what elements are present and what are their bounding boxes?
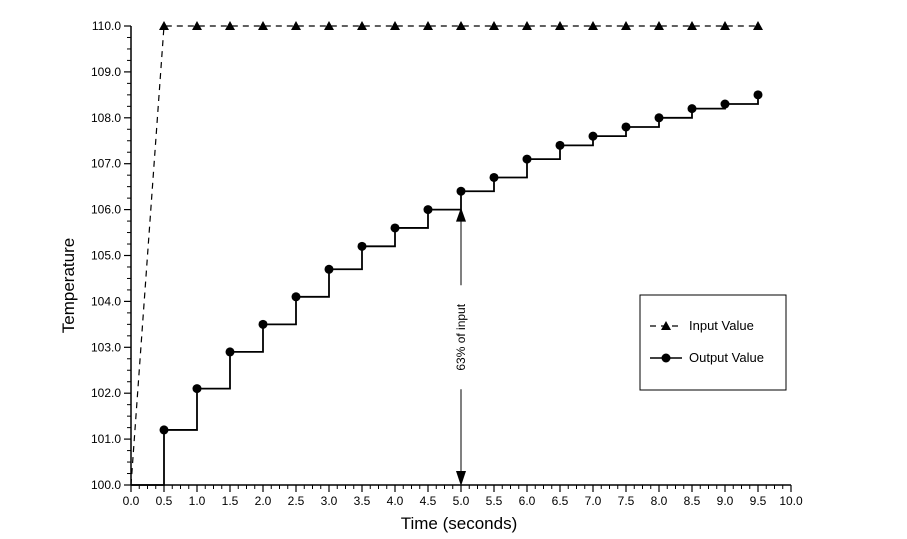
output-value-point xyxy=(720,99,730,109)
input-value-line xyxy=(130,25,758,486)
input-value-point xyxy=(159,21,169,30)
x-tick-label: 5.0 xyxy=(453,494,470,508)
input-value-point xyxy=(720,21,730,30)
x-tick-label: 7.5 xyxy=(618,494,635,508)
legend-input-marker xyxy=(661,321,671,330)
output-value-point xyxy=(489,172,499,182)
legend-output-label: Output Value xyxy=(689,350,764,365)
output-value-point xyxy=(588,131,598,141)
input-value-point xyxy=(456,21,466,30)
output-value-point xyxy=(555,140,565,150)
x-tick-label: 10.0 xyxy=(779,494,803,508)
legend-input-label: Input Value xyxy=(689,318,754,333)
input-value-point xyxy=(357,21,367,30)
y-tick-label: 104.0 xyxy=(91,294,121,308)
x-tick-label: 0.0 xyxy=(123,494,140,508)
x-tick-label: 2.5 xyxy=(288,494,305,508)
input-value-point xyxy=(258,21,268,30)
input-value-point xyxy=(588,21,598,30)
output-value-point xyxy=(753,90,763,100)
output-value-point xyxy=(456,186,466,196)
y-tick-label: 103.0 xyxy=(91,340,121,354)
legend-box xyxy=(639,294,787,391)
output-value-point xyxy=(390,223,400,233)
output-value-point xyxy=(423,205,433,215)
output-value-point xyxy=(291,292,301,302)
x-tick-label: 2.0 xyxy=(255,494,272,508)
annotation-arrow-up xyxy=(456,207,466,222)
input-value-point xyxy=(423,21,433,30)
x-tick-label: 9.0 xyxy=(717,494,734,508)
x-tick-label: 4.5 xyxy=(420,494,437,508)
output-value-point xyxy=(159,425,169,435)
input-value-point xyxy=(522,21,532,30)
input-value-point xyxy=(654,21,664,30)
x-tick-label: 7.0 xyxy=(585,494,602,508)
input-value-point xyxy=(192,21,202,30)
y-tick-label: 107.0 xyxy=(91,157,121,171)
x-tick-label: 5.5 xyxy=(486,494,503,508)
y-tick-label: 108.0 xyxy=(91,111,121,125)
x-tick-label: 4.0 xyxy=(387,494,404,508)
input-value-point xyxy=(687,21,697,30)
output-value-point xyxy=(522,154,532,164)
x-tick-label: 1.5 xyxy=(222,494,239,508)
output-value-point xyxy=(258,319,268,329)
input-value-point xyxy=(390,21,400,30)
x-tick-label: 3.0 xyxy=(321,494,338,508)
annotation: 63% of input xyxy=(454,207,468,486)
y-tick-label: 100.0 xyxy=(91,478,121,492)
output-value-point xyxy=(621,122,631,132)
input-value-point xyxy=(225,21,235,30)
x-tick-label: 9.5 xyxy=(750,494,767,508)
output-value-point xyxy=(654,113,664,123)
y-tick-label: 102.0 xyxy=(91,386,121,400)
x-tick-label: 3.5 xyxy=(354,494,371,508)
x-axis-title: Time (seconds) xyxy=(401,514,518,533)
input-value-point xyxy=(489,21,499,30)
y-axis-title: Temperature xyxy=(59,238,78,333)
axes: 0.0 0.5 1.0 1.5 2.0 2.5 3.0 3.5 4.0 4.5 5.0 5.5 6.0 6… xyxy=(59,19,803,533)
series-layer xyxy=(130,21,763,486)
y-tick-label: 110.0 xyxy=(92,19,121,33)
output-value-point xyxy=(357,241,367,251)
y-tick-label: 101.0 xyxy=(91,432,121,446)
y-tick-label: 109.0 xyxy=(91,65,121,79)
annotation-arrow-down xyxy=(456,471,466,486)
x-tick-label: 0.5 xyxy=(156,494,173,508)
x-tick-label: 1.0 xyxy=(189,494,206,508)
output-value-point xyxy=(324,264,334,274)
legend: Input Value Output Value xyxy=(639,294,787,391)
output-value-point xyxy=(225,347,235,357)
input-value-point xyxy=(291,21,301,30)
input-value-point xyxy=(555,21,565,30)
output-value-line xyxy=(131,94,759,486)
x-tick-label: 6.0 xyxy=(519,494,536,508)
legend-output-marker xyxy=(661,353,671,363)
output-value-point xyxy=(687,104,697,114)
annotation-label: 63% of input xyxy=(454,303,468,370)
input-value-point xyxy=(621,21,631,30)
input-value-point xyxy=(753,21,763,30)
input-value-point xyxy=(324,21,334,30)
output-value-point xyxy=(192,384,202,394)
x-tick-label: 8.5 xyxy=(684,494,701,508)
y-tick-label: 105.0 xyxy=(91,249,121,263)
y-tick-label: 106.0 xyxy=(91,203,121,217)
x-tick-label: 8.0 xyxy=(651,494,668,508)
x-tick-label: 6.5 xyxy=(552,494,569,508)
